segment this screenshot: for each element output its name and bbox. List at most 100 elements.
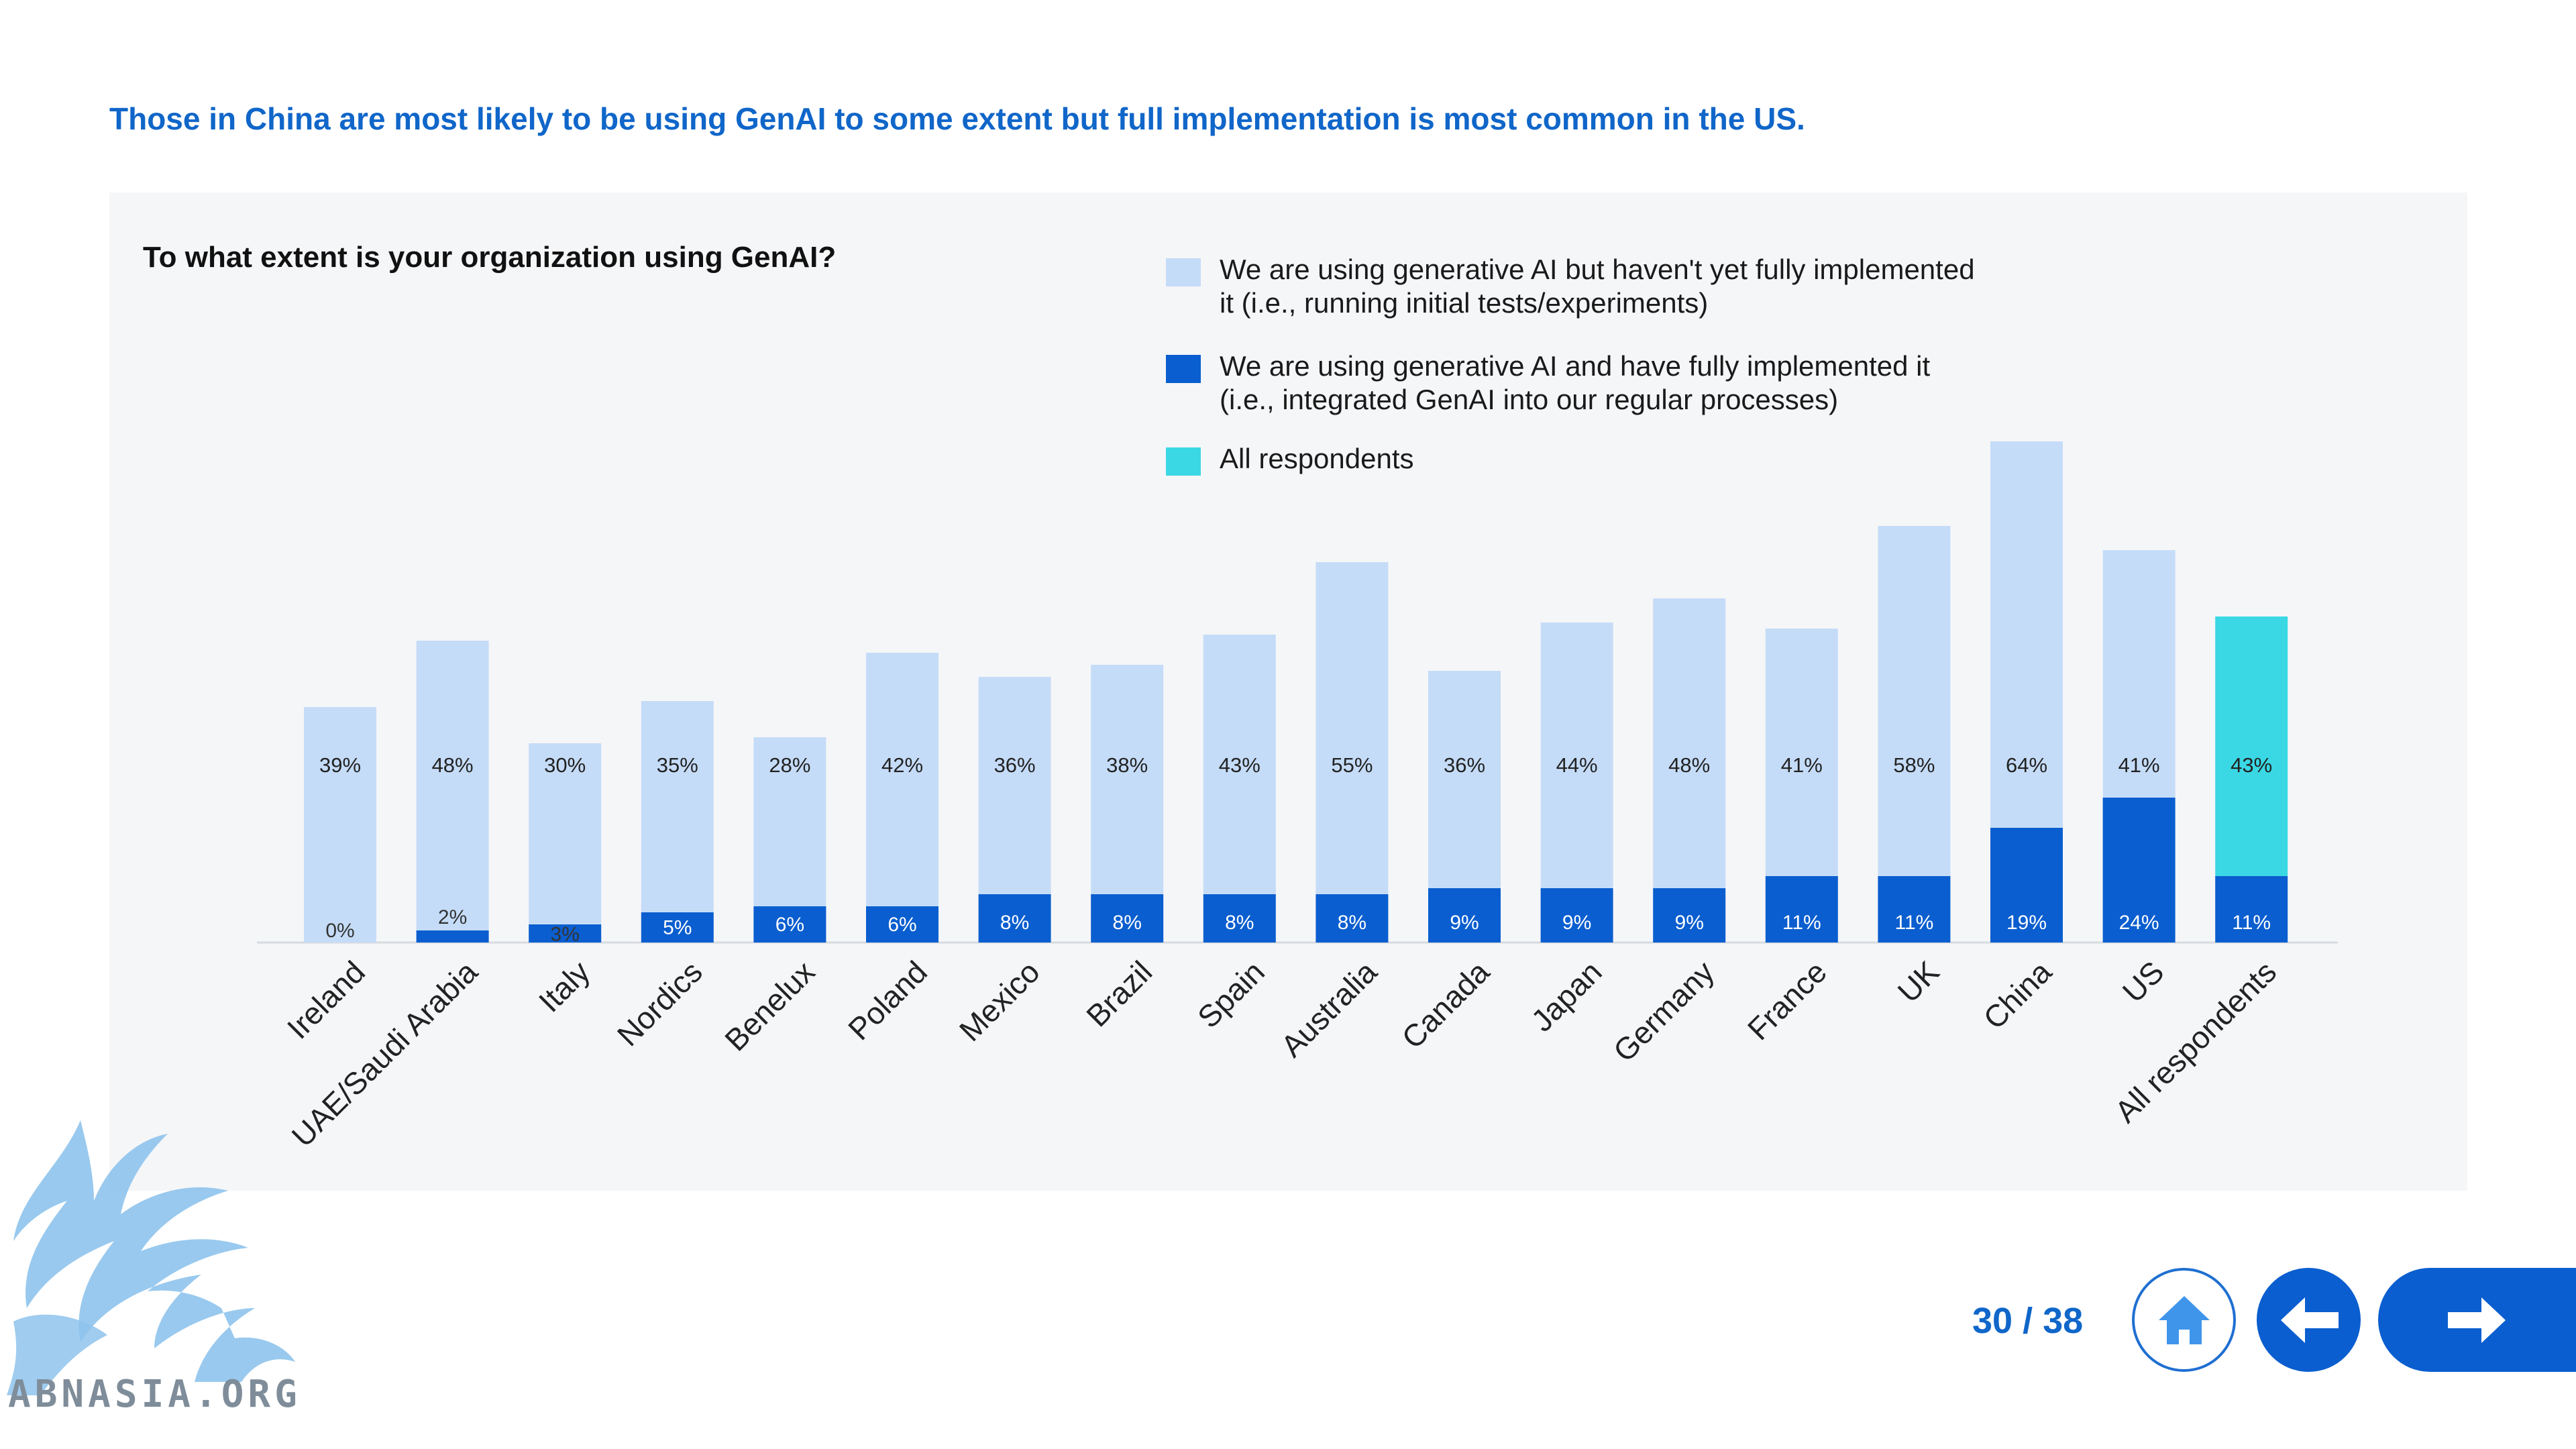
- bar-partial-spain: [1203, 635, 1276, 894]
- label-full-canada: 9%: [1450, 912, 1479, 934]
- category-label-canada: Canada: [1395, 954, 1496, 1055]
- legend-item-full: We are using generative AI and have full…: [1166, 350, 2038, 417]
- label-partial-japan: 44%: [1556, 753, 1598, 777]
- bar-partial-china: [1990, 441, 2063, 828]
- label-full-uae-saudi-arabia: 2%: [438, 906, 467, 928]
- bar-full-uk: [1878, 876, 1951, 943]
- category-label-germany: Germany: [1607, 954, 1721, 1069]
- label-full-china: 19%: [2006, 912, 2047, 934]
- label-partial-germany: 48%: [1668, 753, 1710, 777]
- category-label-mexico: Mexico: [953, 954, 1046, 1048]
- label-full-spain: 8%: [1225, 912, 1254, 934]
- legend-label-partial: We are using generative AI but haven't y…: [1220, 254, 1975, 319]
- category-label-australia: Australia: [1274, 954, 1384, 1064]
- home-button[interactable]: [2132, 1268, 2236, 1372]
- category-label-poland: Poland: [841, 954, 934, 1046]
- legend-swatch-full: [1166, 355, 1201, 383]
- label-full-uk: 11%: [1894, 912, 1933, 934]
- label-partial-spain: 43%: [1219, 753, 1260, 777]
- label-full-australia: 8%: [1338, 912, 1366, 934]
- bar-full-italy: [529, 924, 602, 943]
- watermark-logo: [0, 1107, 335, 1422]
- bar-partial-france: [1765, 629, 1838, 876]
- label-full-mexico: 8%: [1000, 912, 1029, 934]
- label-partial-italy: 30%: [544, 753, 586, 777]
- category-label-ireland: Ireland: [280, 954, 372, 1045]
- label-partial-brazil: 38%: [1106, 753, 1148, 777]
- category-label-uk: UK: [1891, 954, 1946, 1009]
- category-label-italy: Italy: [532, 954, 596, 1018]
- label-partial-canada: 36%: [1444, 753, 1485, 777]
- category-label-brazil: Brazil: [1079, 954, 1159, 1033]
- watermark-text: ABNASIA.ORG: [8, 1373, 301, 1416]
- label-partial-poland: 42%: [881, 753, 923, 777]
- label-full-italy: 3%: [551, 924, 580, 946]
- label-partial-uk: 58%: [1893, 753, 1935, 777]
- label-partial-france: 41%: [1781, 753, 1823, 777]
- label-partial-uae-saudi-arabia: 48%: [432, 753, 474, 777]
- bar-partial-poland: [866, 653, 938, 906]
- bar-partial-germany: [1653, 598, 1726, 888]
- bar-full-australia: [1316, 894, 1389, 943]
- label-partial-china: 64%: [2006, 753, 2047, 777]
- bar-partial-nordics: [641, 701, 714, 912]
- bar-full-france: [1765, 876, 1838, 943]
- bar-full-japan: [1540, 888, 1613, 943]
- category-label-benelux: Benelux: [718, 954, 821, 1057]
- label-full-poland: 6%: [888, 914, 916, 936]
- legend-label-full: We are using generative AI and have full…: [1220, 350, 1931, 415]
- home-icon: [2158, 1295, 2210, 1344]
- label-full-brazil: 8%: [1113, 912, 1142, 934]
- label-full-benelux: 6%: [775, 914, 804, 936]
- griffin-logo-icon: [7, 1120, 295, 1395]
- arrow-right-icon: [2447, 1297, 2506, 1343]
- bar-full-all-respondents: [2215, 876, 2288, 943]
- bar-full-benelux: [753, 906, 826, 943]
- legend-item-all: All respondents: [1166, 442, 2038, 476]
- label-partial-australia: 55%: [1331, 753, 1373, 777]
- headline: Those in China are most likely to be usi…: [109, 101, 1805, 136]
- label-full-us: 24%: [2119, 912, 2159, 934]
- label-partial-benelux: 28%: [769, 753, 810, 777]
- bar-partial-canada: [1428, 671, 1501, 888]
- bar-full-mexico: [978, 894, 1051, 943]
- category-label-japan: Japan: [1524, 954, 1608, 1038]
- legend-swatch-all: [1166, 447, 1201, 476]
- chart-panel: 39% 0% Ireland 48% 2% UAE/Saudi Arabia 30% 3% It…: [109, 193, 2467, 1191]
- label-partial-us: 41%: [2118, 753, 2160, 777]
- legend-item-partial: We are using generative AI but haven't y…: [1166, 253, 2038, 320]
- bar-full-canada: [1428, 888, 1501, 943]
- bar-partial-italy: [529, 743, 602, 924]
- label-full-germany: 9%: [1675, 912, 1704, 934]
- bar-partial-mexico: [978, 677, 1051, 894]
- bar-full-us: [2102, 798, 2176, 943]
- bar-partial-uae-saudi-arabia: [416, 641, 489, 930]
- bar-full-poland: [866, 906, 938, 943]
- bar-partial-australia: [1316, 562, 1389, 894]
- label-partial-mexico: 36%: [994, 753, 1036, 777]
- page-indicator: 30 / 38: [1972, 1301, 2084, 1341]
- next-button[interactable]: [2378, 1268, 2576, 1372]
- label-full-ireland: 0%: [325, 920, 354, 942]
- arrow-left-icon: [2280, 1297, 2339, 1343]
- back-button[interactable]: [2257, 1268, 2361, 1372]
- label-partial-ireland: 39%: [319, 753, 361, 777]
- bar-full-germany: [1653, 888, 1726, 943]
- bar-full-brazil: [1091, 894, 1164, 943]
- bar-partial-japan: [1540, 623, 1613, 888]
- label-partial-all-respondents: 43%: [2231, 753, 2272, 777]
- label-full-france: 11%: [1782, 912, 1821, 934]
- category-label-us: US: [2116, 954, 2171, 1009]
- bar-full-uae-saudi-arabia: [416, 930, 489, 943]
- legend-label-all: All respondents: [1220, 443, 1414, 474]
- bar-full-spain: [1203, 894, 1276, 943]
- bar-full-nordics: [641, 912, 714, 943]
- bar-partial-uk: [1878, 526, 1951, 876]
- label-full-japan: 9%: [1562, 912, 1591, 934]
- label-full-all-respondents: 11%: [2232, 912, 2271, 934]
- category-label-nordics: Nordics: [610, 954, 709, 1053]
- category-label-china: China: [1976, 954, 2058, 1036]
- label-full-nordics: 5%: [663, 917, 692, 939]
- label-partial-nordics: 35%: [657, 753, 698, 777]
